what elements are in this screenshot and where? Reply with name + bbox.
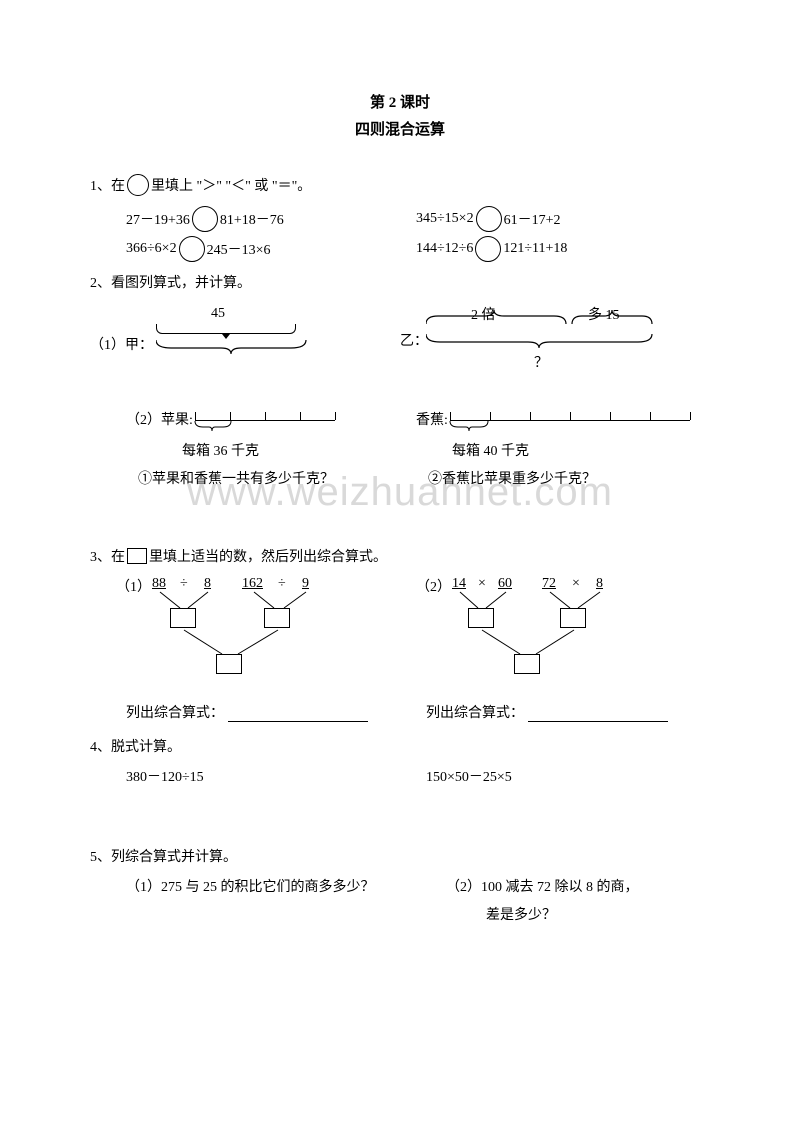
question-4: 4、脱式计算。 380－120÷15 150×50－25×5 — [90, 736, 710, 786]
yi-part1: 2 倍 — [471, 304, 496, 324]
q5-sub1: （1）275 与 25 的积比它们的商多多少？ — [126, 874, 446, 930]
question-2: 2、看图列算式，并计算。 45 （1）甲： — [90, 272, 710, 488]
circle-blank[interactable] — [179, 236, 205, 262]
tree-blank[interactable] — [264, 608, 290, 628]
q5-stem: 5、列综合算式并计算。 — [90, 846, 710, 866]
q1-stem-suffix: 里填上 "＞" "＜" 或 "＝"。 — [151, 175, 311, 195]
circle-blank[interactable] — [475, 236, 501, 262]
banana-text: 每箱 40 千克 — [452, 440, 710, 460]
jia-value: 45 — [211, 306, 225, 322]
tree-blank[interactable] — [560, 608, 586, 628]
question-3: 3、在 里填上适当的数，然后列出综合算式。 （1） 88 ÷ 8 162 ÷ 9 — [90, 546, 710, 722]
apple-label: （2）苹果: — [126, 409, 193, 429]
q1-expr: 61－17+2 — [504, 209, 561, 229]
q2-subq1: ①苹果和香蕉一共有多少千克？ — [138, 468, 428, 488]
apple-text: 每箱 36 千克 — [182, 440, 416, 460]
q2-stem: 2、看图列算式，并计算。 — [90, 272, 710, 292]
answer-label: 列出综合算式： — [426, 706, 524, 721]
tree-blank[interactable] — [514, 654, 540, 674]
q4-stem: 4、脱式计算。 — [90, 736, 710, 756]
q1-expr: 245－13×6 — [207, 239, 271, 259]
apple-ruler — [195, 411, 335, 421]
circle-blank[interactable] — [192, 206, 218, 232]
question-5: 5、列综合算式并计算。 （1）275 与 25 的积比它们的商多多少？ （2）1… — [90, 846, 710, 930]
title-block: 第 2 课时 四则混合运算 — [90, 90, 710, 144]
worksheet-content: 第 2 课时 四则混合运算 1、在 里填上 "＞" "＜" 或 "＝"。 27－… — [90, 90, 710, 930]
q5-sub2a: （2）100 减去 72 除以 8 的商， — [446, 874, 639, 902]
q1-expr: 345÷15×2 — [416, 211, 474, 227]
q1-expr: 81+18－76 — [220, 209, 284, 229]
q4-expr: 380－120÷15 — [126, 766, 426, 786]
tree-diagram-1: （1） 88 ÷ 8 162 ÷ 9 — [126, 576, 356, 686]
q3-stem-suffix: 里填上适当的数，然后列出综合算式。 — [149, 546, 387, 566]
q2-subq2: ②香蕉比苹果重多少千克？ — [428, 468, 596, 488]
question-1: 1、在 里填上 "＞" "＜" 或 "＝"。 27－19+36 81+18－76… — [90, 174, 710, 262]
tree-lines — [426, 576, 656, 686]
circle-blank[interactable] — [476, 206, 502, 232]
yi-label: 乙： — [400, 330, 428, 350]
q1-expr: 144÷12÷6 — [416, 241, 473, 257]
lesson-title: 四则混合运算 — [90, 117, 710, 144]
q3-stem-prefix: 3、在 — [90, 546, 125, 566]
tree-blank[interactable] — [170, 608, 196, 628]
q1-expr: 121÷11+18 — [503, 241, 567, 257]
lesson-number: 第 2 课时 — [90, 90, 710, 117]
square-icon — [127, 548, 147, 564]
q1-stem-prefix: 1、在 — [90, 175, 125, 195]
q5-sub2b: 差是多少？ — [446, 902, 639, 930]
tree-blank[interactable] — [468, 608, 494, 628]
q4-expr: 150×50－25×5 — [426, 766, 512, 786]
banana-label: 香蕉: — [416, 409, 448, 429]
yi-part2: 多 15 — [588, 304, 620, 324]
answer-label: 列出综合算式： — [126, 706, 224, 721]
jia-label: （1）甲： — [90, 334, 153, 354]
tree-blank[interactable] — [216, 654, 242, 674]
brace-icon — [426, 332, 666, 350]
brace-icon — [156, 338, 326, 354]
brace-icon — [426, 310, 666, 328]
brace-icon — [193, 421, 233, 433]
answer-blank[interactable] — [528, 706, 668, 722]
tree-diagram-2: （2） 14 × 60 72 × 8 — [426, 576, 656, 686]
brace-icon — [448, 421, 492, 433]
circle-icon — [127, 174, 149, 196]
q1-expr: 366÷6×2 — [126, 241, 177, 257]
answer-blank[interactable] — [228, 706, 368, 722]
yi-question-mark: ？ — [534, 352, 548, 372]
q1-expr: 27－19+36 — [126, 209, 190, 229]
banana-ruler — [450, 411, 690, 421]
